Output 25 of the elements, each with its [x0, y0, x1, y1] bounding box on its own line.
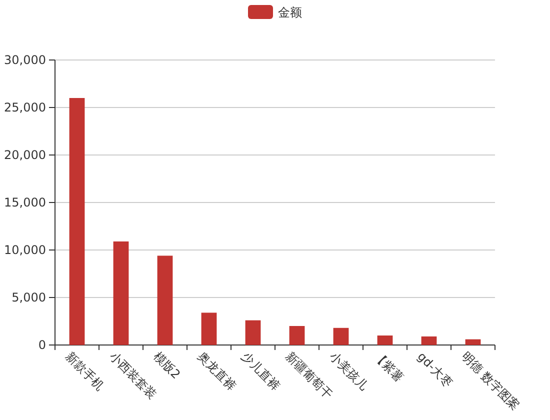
x-tick-label: 新款手机: [62, 349, 107, 394]
bar: [69, 98, 85, 345]
bar: [421, 336, 437, 345]
x-tick-label: 奥龙直裤: [194, 349, 239, 394]
x-tick-label: gd-大枣: [414, 349, 456, 390]
y-tick-label: 30,000: [4, 52, 46, 67]
bar: [465, 339, 481, 345]
bar: [289, 326, 305, 345]
bar: [201, 312, 217, 345]
bar: [333, 328, 349, 345]
legend-label: 金额: [278, 6, 302, 20]
y-tick-label: 0: [38, 338, 46, 352]
bar: [245, 320, 261, 345]
y-tick-label: 10,000: [4, 242, 46, 257]
x-tick-label: 【紫薯: [370, 349, 406, 385]
bar: [377, 336, 393, 345]
x-tick-label: 明德 数字图案: [458, 349, 522, 413]
y-tick-label: 5,000: [12, 290, 46, 304]
y-tick-label: 20,000: [4, 148, 46, 162]
bar: [113, 241, 129, 345]
x-tick-label: 模版2: [150, 349, 184, 382]
bar: [157, 256, 173, 345]
y-tick-label: 15,000: [4, 195, 46, 210]
y-tick-label: 25,000: [4, 100, 46, 114]
x-tick-label: 少儿直裤: [238, 349, 283, 394]
